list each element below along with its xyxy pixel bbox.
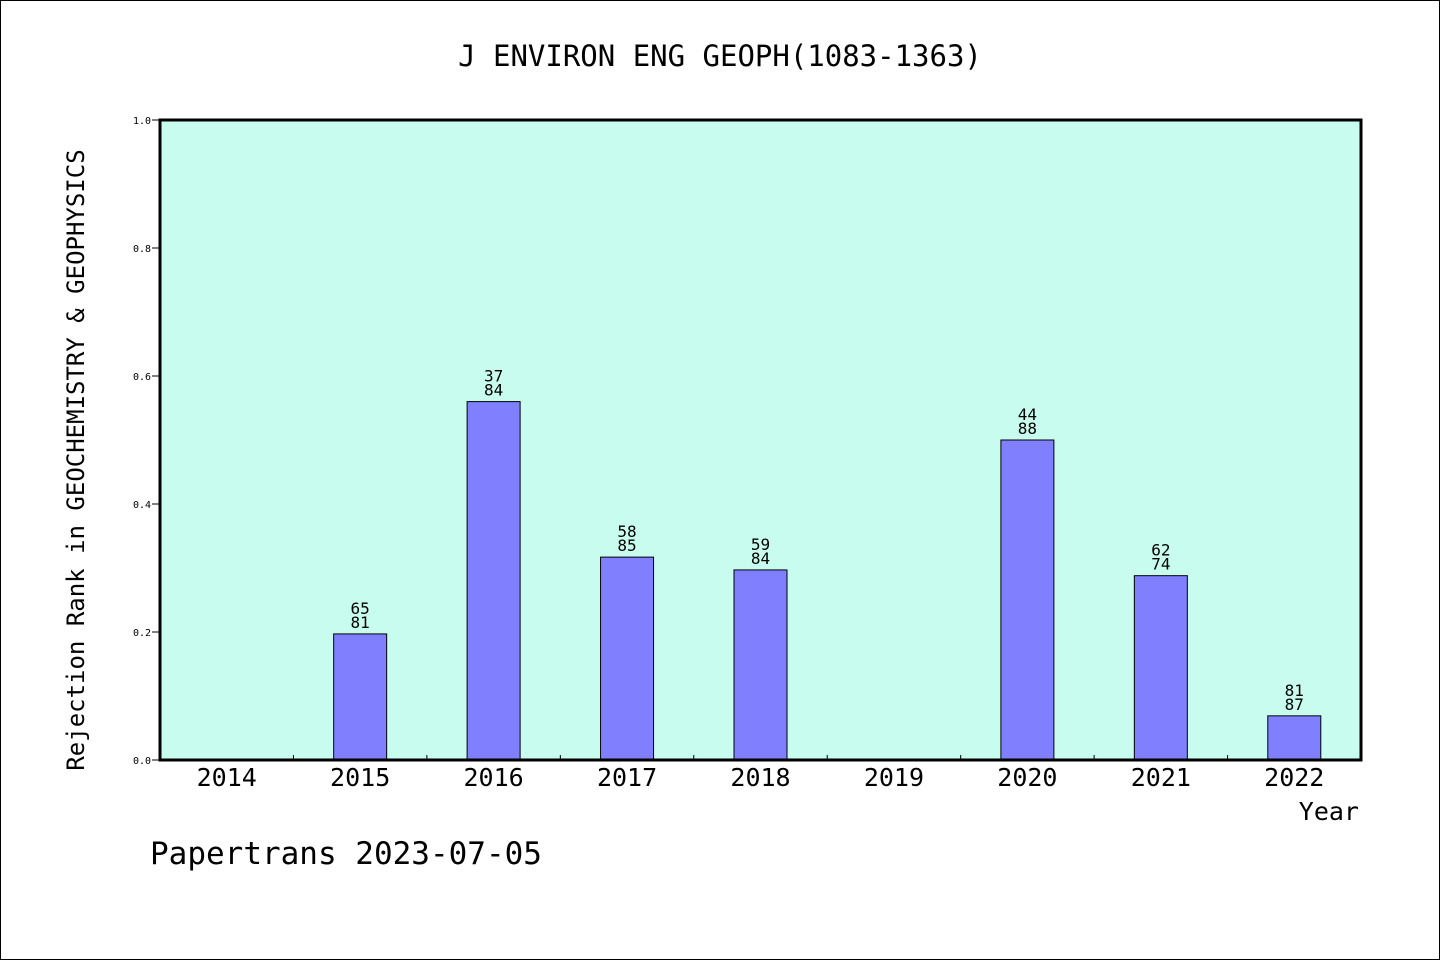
bar-label-bottom: 85	[617, 536, 636, 555]
bar-label-bottom: 87	[1285, 695, 1304, 714]
x-tick-label: 2022	[1264, 763, 1324, 792]
footer-text: Papertrans 2023-07-05	[150, 836, 542, 872]
x-tick-label: 2018	[730, 763, 790, 792]
bar-label-top: 65	[351, 599, 370, 618]
bar	[733, 569, 788, 761]
y-tick-label: 0.4	[133, 500, 151, 511]
x-tick-label: 2015	[330, 763, 390, 792]
x-tick-label: 2017	[597, 763, 657, 792]
bar-label-bottom: 84	[484, 381, 503, 400]
x-tick-label: 2021	[1131, 763, 1191, 792]
bar	[1000, 439, 1055, 761]
x-axis: 2014 2015 2016 2017 2018 2019 2020 2021 2022	[197, 755, 1324, 792]
bar-label-bottom: 81	[351, 613, 370, 632]
bar-label-top: 59	[751, 535, 770, 554]
x-axis-label: Year	[1299, 797, 1359, 826]
bar-label-top: 62	[1151, 541, 1170, 560]
bar-label-bottom: 74	[1151, 555, 1170, 574]
bar-label-bottom: 88	[1018, 419, 1037, 438]
bar-label-top: 44	[1018, 405, 1037, 424]
y-tick-label: 0.2	[133, 628, 151, 639]
bar	[333, 633, 388, 761]
bar	[600, 556, 655, 761]
x-tick-label: 2020	[997, 763, 1057, 792]
bar-label-top: 58	[617, 522, 636, 541]
y-tick-label: 0.6	[133, 372, 151, 383]
bar-label-top: 37	[484, 367, 503, 386]
bars-group	[333, 401, 1322, 761]
bar	[1133, 575, 1188, 761]
x-tick-label: 2016	[464, 763, 524, 792]
y-axis-label: Rejection Rank in GEOCHEMISTRY & GEOPHYS…	[62, 149, 90, 770]
y-axis: 0.0 0.2 0.4 0.6 0.8 1.0	[133, 116, 160, 767]
plot-border	[158, 118, 1363, 762]
chart-title: J ENVIRON ENG GEOPH(1083-1363)	[458, 39, 982, 73]
x-tick-label: 2019	[864, 763, 924, 792]
bar-label-top: 81	[1285, 681, 1304, 700]
bar	[466, 401, 521, 761]
y-tick-label: 0.8	[133, 244, 151, 255]
x-tick-label: 2014	[197, 763, 257, 792]
y-tick-label: 1.0	[133, 116, 151, 127]
bar-label-bottom: 84	[751, 549, 770, 568]
bar	[1267, 715, 1322, 761]
y-tick-label: 0.0	[133, 756, 151, 767]
